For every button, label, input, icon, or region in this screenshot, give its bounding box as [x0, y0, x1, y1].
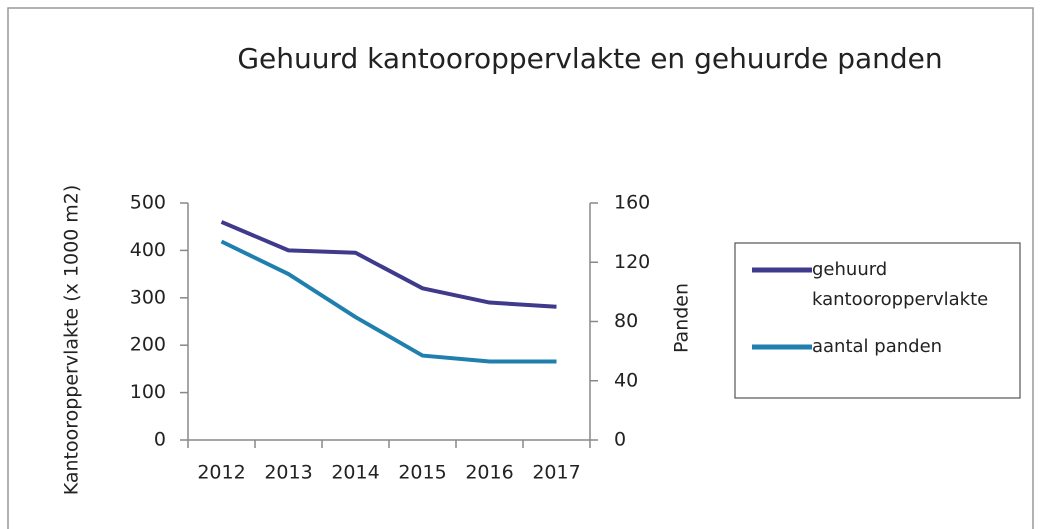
- legend-entry: gehuurd kantooroppervlakte: [812, 259, 989, 310]
- legend-label: gehuurd kantooroppervlakte: [812, 259, 989, 310]
- x-tick-label: 2016: [465, 462, 513, 484]
- x-tick-label: 2013: [264, 462, 312, 484]
- series-line: [220, 239, 557, 364]
- chart-title: Gehuurd kantooroppervlakte en gehuurde p…: [237, 42, 942, 75]
- y2-tick-label: 80: [614, 310, 638, 332]
- x-tick-label: 2017: [532, 462, 580, 484]
- y-tick-label: 200: [130, 334, 166, 356]
- legend-entry: aantal panden: [812, 336, 943, 357]
- y-tick-label: 300: [130, 286, 166, 308]
- legend-label: aantal panden: [812, 336, 943, 357]
- series-line: [220, 220, 557, 309]
- y-tick-label: 100: [130, 381, 166, 403]
- y-tick-label: 0: [154, 429, 166, 451]
- y2-tick-label: 120: [614, 251, 650, 273]
- y2-tick-label: 160: [614, 192, 650, 214]
- y-tick-label: 500: [130, 192, 166, 214]
- y2-tick-label: 40: [614, 369, 638, 391]
- y-tick-label: 400: [130, 239, 166, 261]
- x-tick-label: 2015: [398, 462, 446, 484]
- x-tick-label: 2012: [197, 462, 245, 484]
- y-axis-label: Kantooroppervlakte (x 1000 m2): [61, 185, 83, 496]
- y2-tick-label: 0: [614, 429, 626, 451]
- y2-axis-label: Panden: [671, 283, 693, 353]
- x-tick-label: 2014: [331, 462, 379, 484]
